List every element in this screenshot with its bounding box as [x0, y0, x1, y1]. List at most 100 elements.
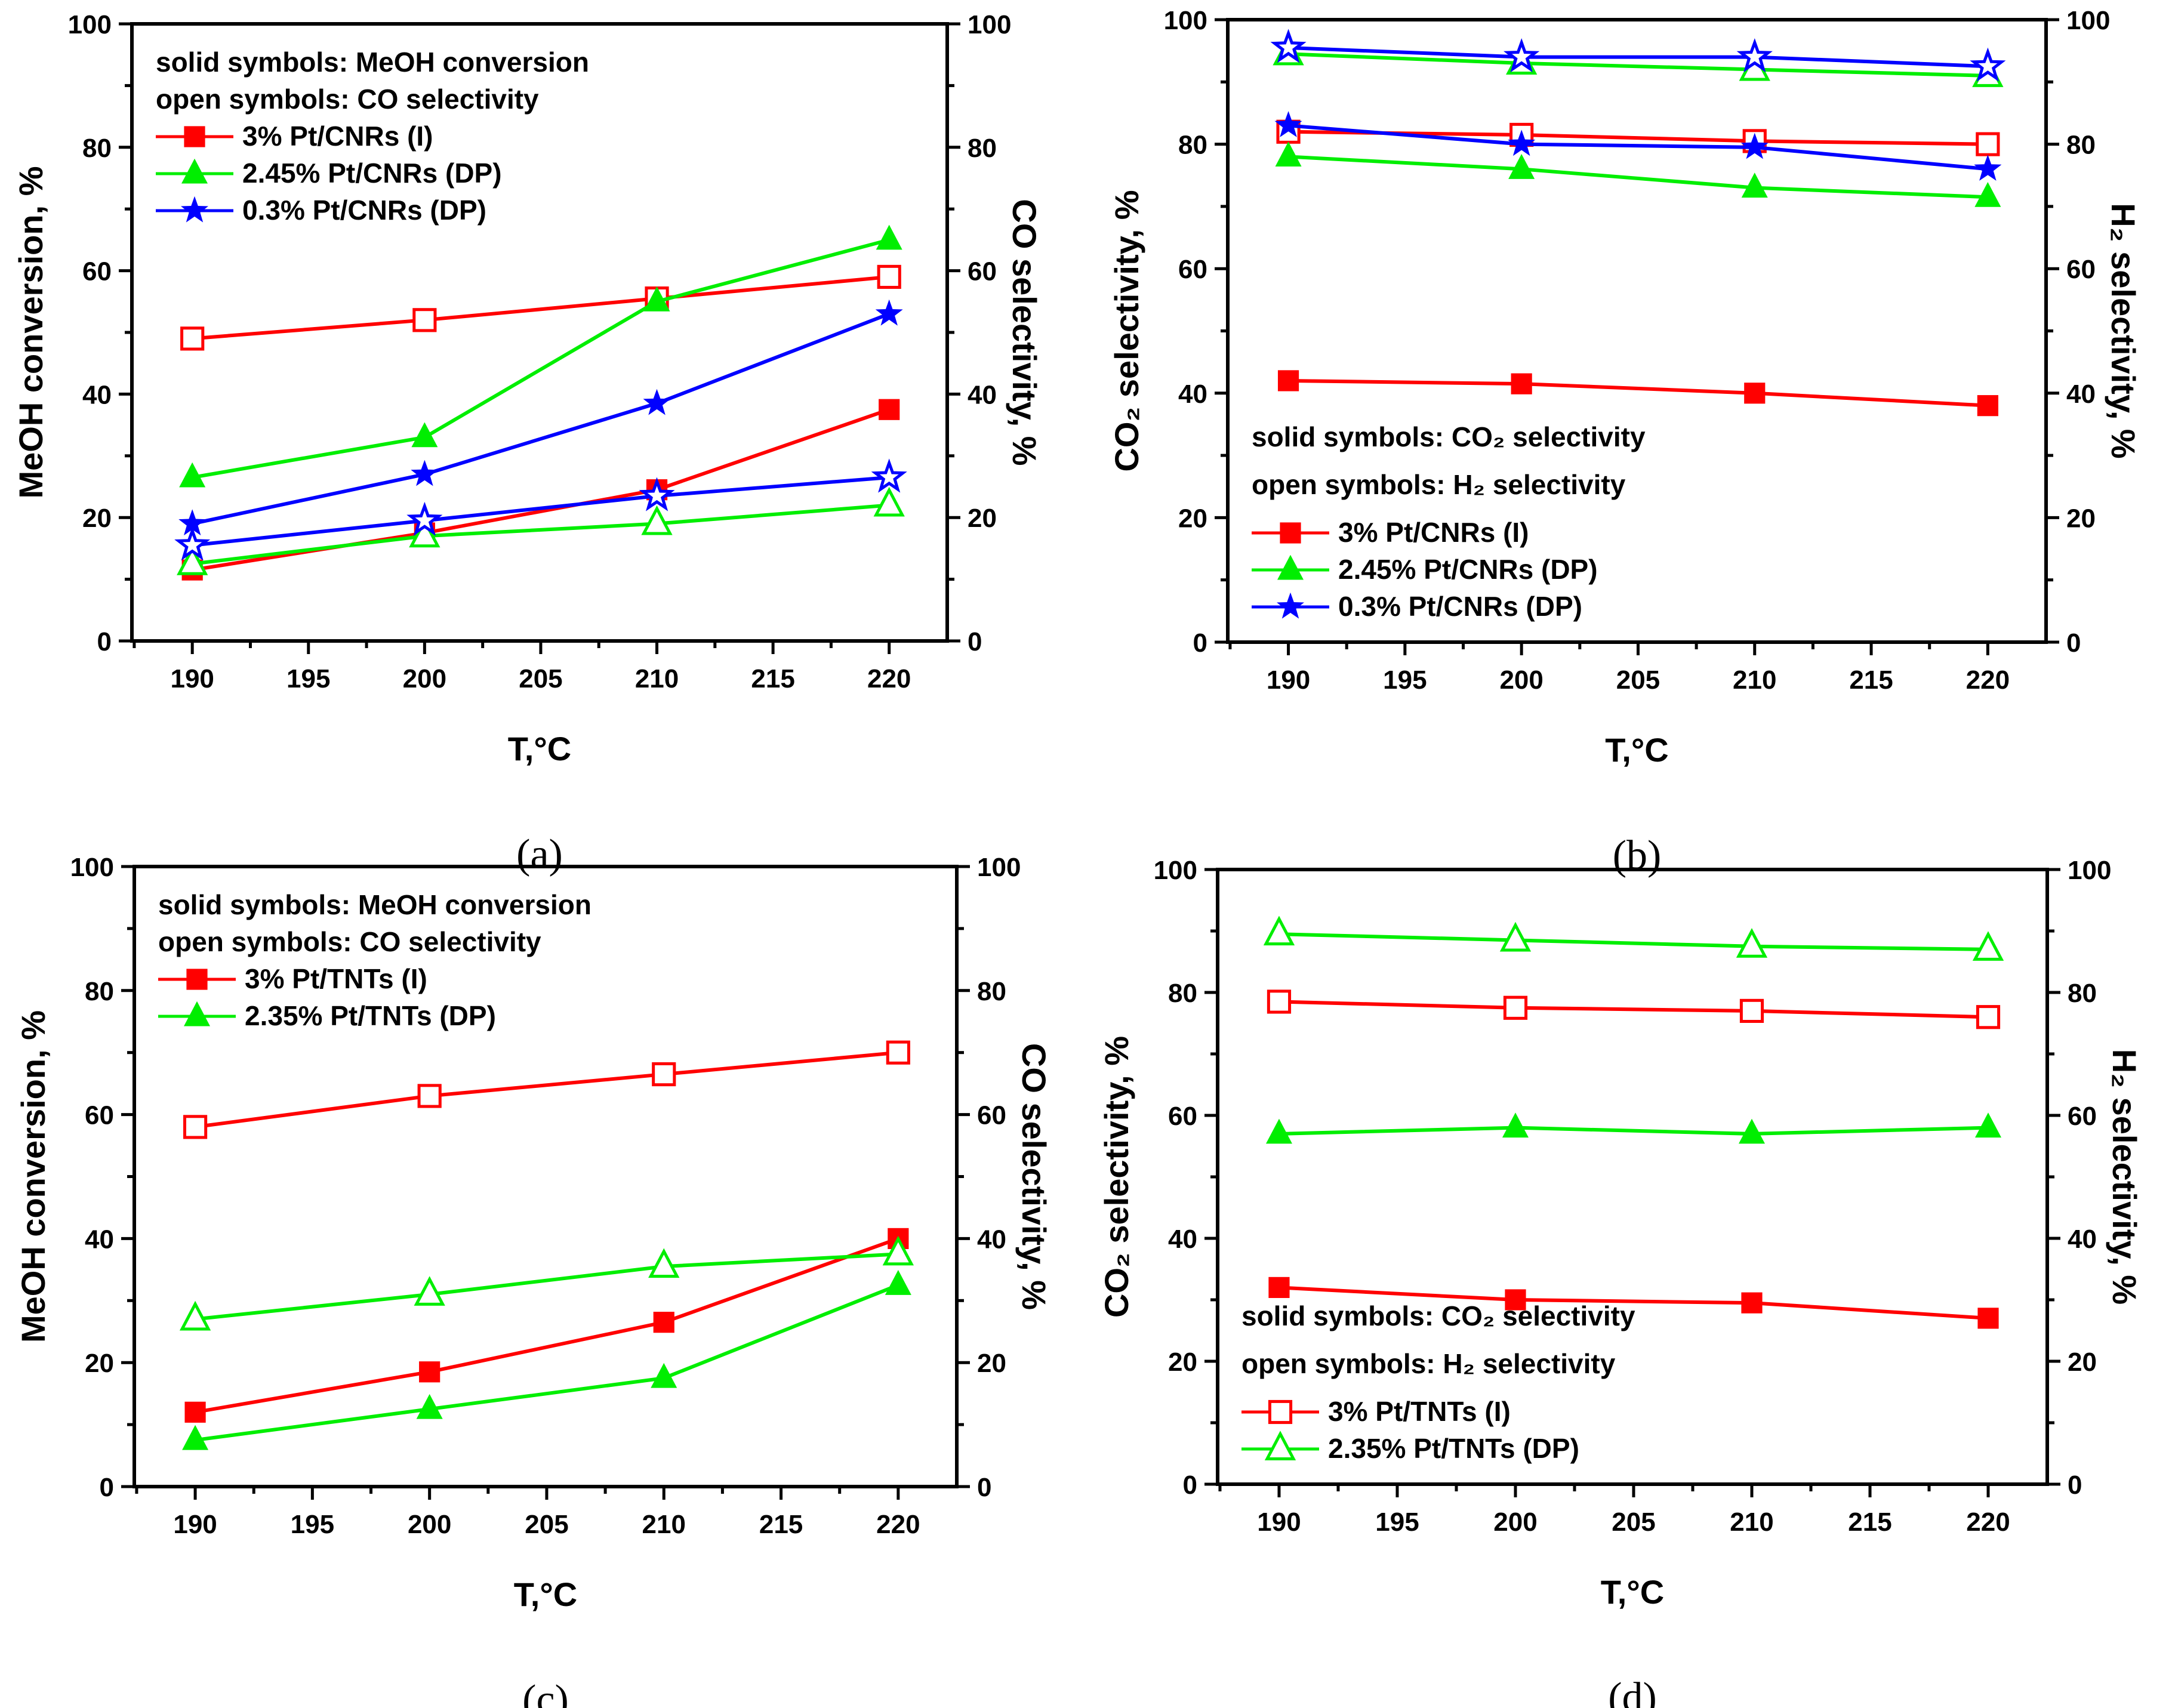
series-green-solid	[1265, 1112, 2001, 1144]
series-line	[1288, 124, 1988, 171]
x-axis-title: T,°C	[508, 730, 571, 767]
series-line	[1288, 155, 1988, 199]
data-point	[639, 477, 675, 511]
legend-note: solid symbols: MeOH conversion	[156, 47, 589, 78]
y-tick-label: 0	[1183, 1470, 1197, 1500]
data-point	[1277, 370, 1299, 391]
series-line	[1288, 378, 1988, 408]
y2-tick-label: 100	[2066, 6, 2110, 35]
legend-marker-square	[1280, 522, 1301, 544]
legend-note: open symbols: H₂ selectivity	[1252, 469, 1626, 500]
x-tick-label: 210	[1730, 1507, 1773, 1537]
data-point	[1505, 1289, 1526, 1311]
series-line	[195, 1237, 899, 1414]
x-tick-label: 205	[1616, 665, 1660, 695]
data-point	[174, 526, 211, 561]
data-point	[178, 509, 207, 536]
data-point	[1263, 915, 1295, 946]
data-point	[1508, 130, 1536, 156]
series-blue-solid	[178, 299, 903, 536]
series-line	[192, 503, 889, 566]
data-point	[1736, 928, 1768, 958]
y-tick-label: 80	[1178, 131, 1207, 160]
data-point	[1274, 111, 1302, 137]
data-point	[180, 326, 205, 351]
chart-panel-d: 190 195 200 205 210 215 220 0 0 20 20 40 40 60 60 80 80 1…	[1098, 856, 2143, 1708]
legend-marker-square	[186, 969, 208, 990]
panel-caption: (d)	[1608, 1675, 1657, 1708]
legend-marker-square	[1268, 1399, 1293, 1425]
x-tick-label: 190	[1257, 1507, 1301, 1537]
series-line	[192, 408, 890, 572]
panel-caption: (a)	[516, 831, 563, 877]
y-tick-label: 20	[1168, 1348, 1197, 1377]
x-tick-label: 190	[1267, 665, 1310, 695]
x-tick-label: 205	[525, 1510, 568, 1539]
legend: solid symbols: MeOH conversion open symbo…	[158, 889, 591, 1031]
x-tick-label: 220	[1966, 1507, 2010, 1537]
y-tick-label: 60	[82, 257, 112, 286]
legend-marker-triangle	[1264, 1430, 1296, 1460]
legend: solid symbols: CO₂ selectivity open symbo…	[1241, 1300, 1635, 1464]
data-point	[1974, 1112, 2001, 1138]
legend-label: 3% Pt/TNTs (I)	[245, 963, 427, 994]
data-point	[885, 1270, 911, 1295]
data-point	[184, 1401, 206, 1423]
y-tick-label: 0	[100, 1473, 114, 1502]
data-point	[417, 1084, 442, 1108]
data-point	[414, 1276, 445, 1306]
data-point	[643, 286, 670, 312]
plot-frame	[1216, 868, 2049, 1486]
y-tick-label: 40	[1168, 1225, 1197, 1254]
series-red-solid	[1268, 1277, 1999, 1329]
y-tick-label: 60	[85, 1101, 114, 1130]
data-point	[411, 460, 439, 486]
y2-axis-title: CO selectivity, %	[1006, 199, 1043, 465]
y2-tick-label: 60	[2068, 1102, 2097, 1131]
y-tick-label: 20	[85, 1349, 114, 1378]
x-axis-title: T,°C	[1605, 731, 1668, 769]
legend-label: 2.35% Pt/TNTs (DP)	[245, 1000, 496, 1031]
legend-marker-star	[181, 196, 208, 223]
y2-tick-label: 40	[968, 380, 997, 409]
x-tick-label: 195	[1383, 665, 1427, 695]
y2-tick-label: 60	[2066, 255, 2096, 284]
x-tick-label: 220	[876, 1510, 920, 1539]
data-point	[648, 1248, 680, 1278]
series-line	[192, 312, 890, 526]
x-tick-label: 220	[1966, 665, 2010, 695]
y-tick-label: 60	[1178, 255, 1207, 284]
series-line	[192, 475, 889, 547]
x-tick-label: 200	[1499, 665, 1543, 695]
data-point	[183, 1115, 208, 1139]
data-point	[873, 486, 905, 517]
x-tick-label: 205	[1612, 1507, 1655, 1537]
y2-tick-label: 80	[977, 977, 1006, 1006]
data-point	[1976, 132, 2000, 156]
data-point	[1741, 1292, 1763, 1314]
legend-note: open symbols: CO selectivity	[158, 926, 541, 957]
y2-tick-label: 20	[968, 504, 997, 533]
series-green-solid	[1275, 141, 2001, 207]
data-point	[406, 501, 443, 536]
y2-tick-label: 100	[968, 10, 1011, 39]
data-point	[1738, 1118, 1765, 1144]
series-line	[1278, 1000, 1989, 1019]
series-line	[1278, 932, 1989, 951]
x-tick-label: 190	[173, 1510, 217, 1539]
y-tick-label: 0	[1193, 628, 1207, 658]
data-point	[1741, 172, 1768, 198]
y2-tick-label: 0	[977, 1473, 991, 1502]
legend-note: solid symbols: CO₂ selectivity	[1252, 421, 1646, 452]
x-axis-title: T,°C	[514, 1576, 577, 1613]
series-line	[195, 1252, 899, 1321]
data-point	[1977, 1308, 1999, 1329]
series-green-open	[179, 1235, 914, 1331]
data-point	[177, 545, 208, 575]
data-point	[1972, 931, 2004, 961]
y-tick-label: 40	[85, 1225, 114, 1254]
y-tick-label: 100	[68, 10, 112, 39]
y2-axis-title: CO selectivity, %	[1015, 1043, 1053, 1310]
data-point	[1504, 38, 1540, 73]
